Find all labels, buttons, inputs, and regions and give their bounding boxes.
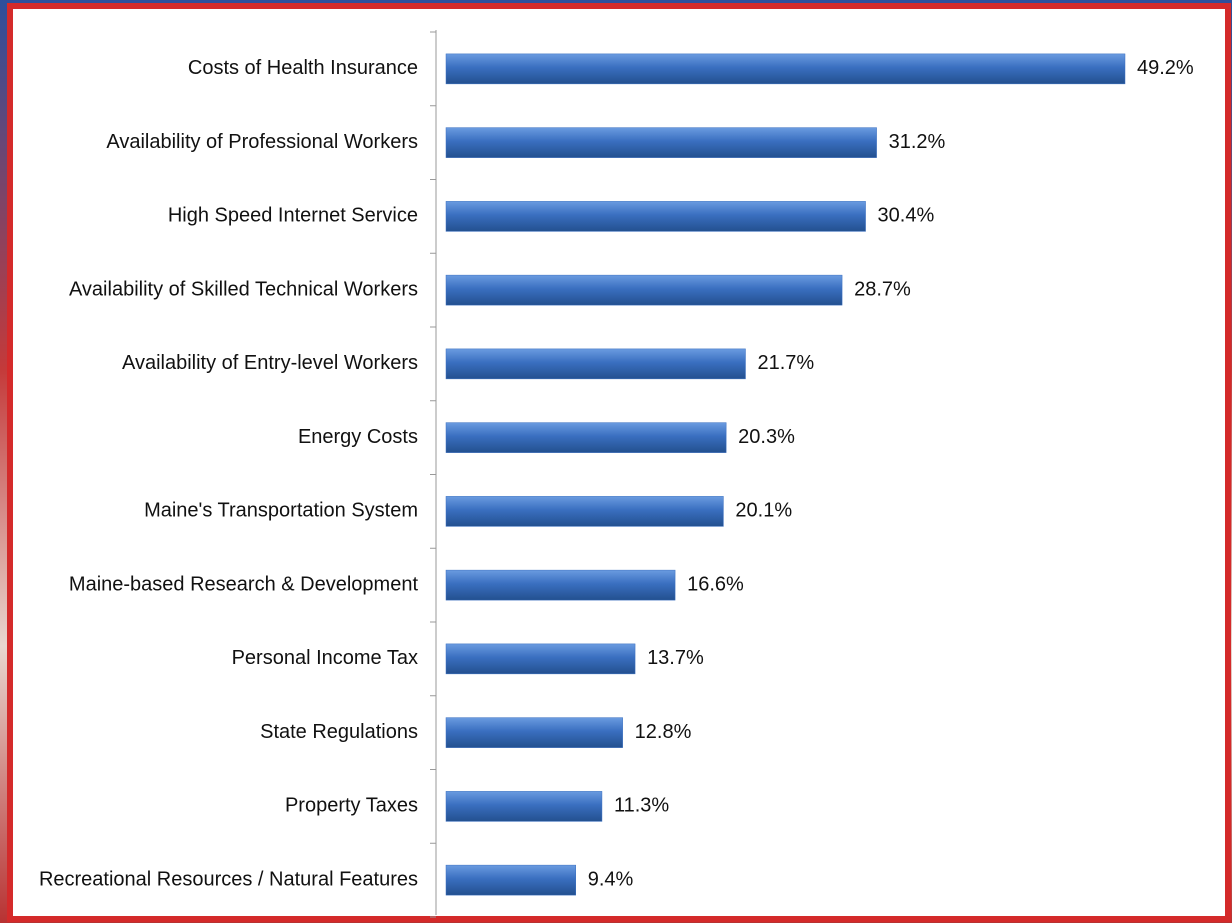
bar [445, 201, 866, 232]
value-label: 20.3% [738, 426, 795, 448]
bar [445, 127, 877, 158]
bar [445, 864, 576, 896]
value-label: 28.7% [854, 278, 911, 300]
bar [445, 53, 1126, 85]
value-label: 31.2% [889, 131, 946, 153]
category-label: Maine-based Research & Development [69, 573, 419, 595]
bar [445, 717, 623, 748]
category-label: Availability of Professional Workers [106, 131, 418, 153]
value-label: 11.3% [614, 795, 669, 817]
value-label: 9.4% [588, 868, 634, 890]
category-label: Personal Income Tax [232, 647, 418, 669]
value-label: 49.2% [1137, 57, 1194, 79]
category-label: Maine's Transportation System [144, 500, 418, 522]
category-label: Availability of Skilled Technical Worker… [69, 278, 418, 300]
bar [445, 274, 843, 306]
category-label: Availability of Entry-level Workers [122, 352, 418, 374]
bar [445, 348, 746, 380]
bar [445, 496, 724, 527]
category-label: Property Taxes [285, 795, 418, 817]
value-label: 13.7% [647, 647, 704, 669]
bar [445, 791, 603, 822]
category-label: Energy Costs [298, 426, 418, 448]
value-label: 12.8% [635, 721, 692, 743]
value-label: 16.6% [687, 573, 744, 595]
category-label: State Regulations [260, 721, 418, 743]
category-label: Costs of Health Insurance [188, 57, 418, 79]
bar [445, 569, 676, 601]
category-label: Recreational Resources / Natural Feature… [39, 868, 418, 890]
value-label: 20.1% [735, 500, 792, 522]
bar [445, 422, 727, 453]
category-label: High Speed Internet Service [168, 205, 418, 227]
value-label: 21.7% [757, 352, 814, 374]
bar [445, 643, 636, 675]
chart-frame [7, 3, 1231, 922]
value-label: 30.4% [878, 205, 935, 227]
